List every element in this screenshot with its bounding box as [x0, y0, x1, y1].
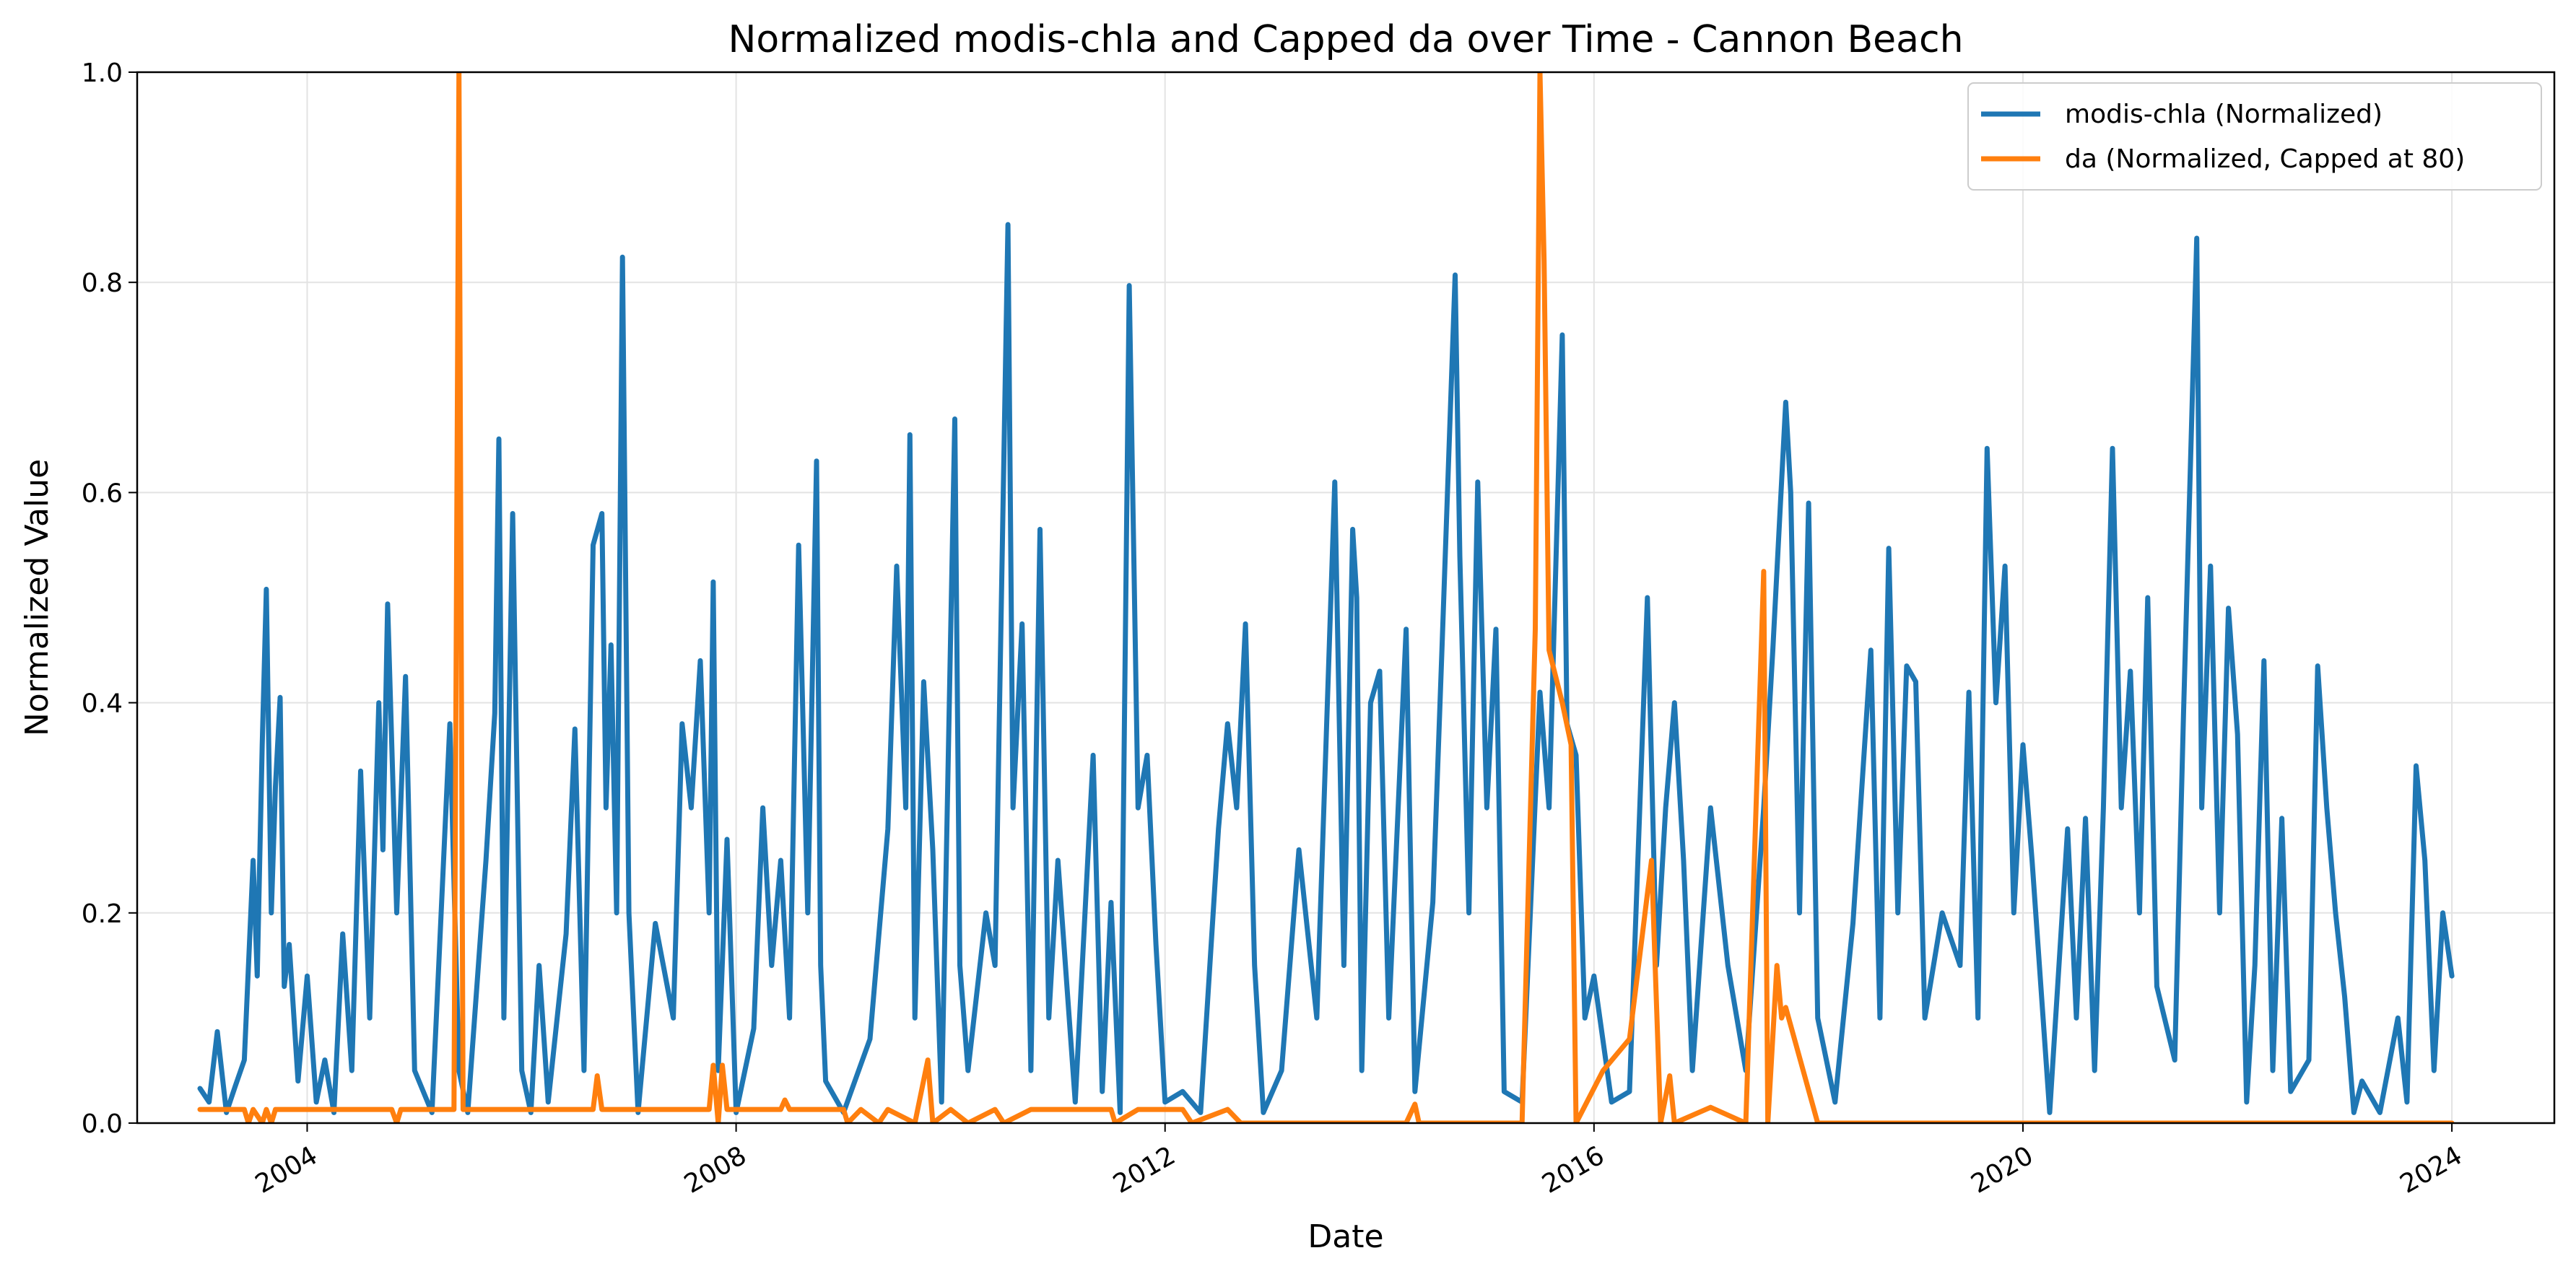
- y-tick-label: 0.4: [82, 689, 123, 719]
- series-layer: [197, 72, 2455, 1123]
- y-tick-label: 0.6: [82, 479, 123, 508]
- legend-label-modis: modis-chla (Normalized): [2065, 100, 2383, 129]
- legend: modis-chla (Normalized) da (Normalized, …: [1967, 82, 2542, 191]
- legend-box: [1967, 82, 2542, 191]
- legend-label-da: da (Normalized, Capped at 80): [2065, 144, 2465, 174]
- modis-chla-series-line: [197, 222, 2455, 1115]
- y-axis-label: Normalized Value: [19, 459, 56, 736]
- y-tick-label: 1.0: [82, 58, 123, 88]
- y-tick-label: 0.2: [82, 899, 123, 929]
- y-tick-label: 0.0: [82, 1109, 123, 1139]
- y-tick-label: 0.8: [82, 269, 123, 298]
- da-series-line: [197, 72, 2455, 1123]
- chart-title: Normalized modis-chla and Capped da over…: [728, 18, 1963, 61]
- plot-frame: [136, 71, 2556, 1125]
- x-axis-label: Date: [1307, 1218, 1383, 1255]
